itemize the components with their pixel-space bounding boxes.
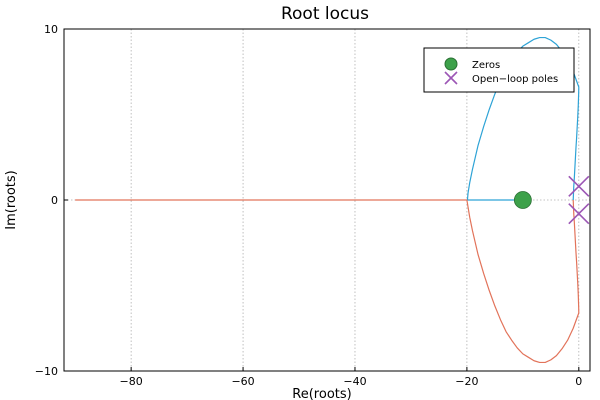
y-tick-label: −10 <box>35 365 58 378</box>
chart-title: Root locus <box>281 4 369 24</box>
x-tick-label: −40 <box>343 375 366 388</box>
legend-zeros-marker <box>444 57 458 71</box>
legend: Zeros Open−loop poles <box>423 47 575 93</box>
x-axis-label: Re(roots) <box>292 387 351 400</box>
legend-poles-marker <box>444 71 458 85</box>
legend-pole-cross <box>444 71 458 85</box>
zero-marker <box>513 191 532 209</box>
y-tick-label: 0 <box>51 194 58 207</box>
legend-poles-label: Open−loop poles <box>472 74 558 85</box>
x-tick-label: 0 <box>575 375 582 388</box>
y-tick-label: 10 <box>44 23 58 36</box>
x-tick-label: −20 <box>455 375 478 388</box>
marker-layer <box>513 175 590 225</box>
x-tick-label: −60 <box>231 375 254 388</box>
tick-labels: −80 −60 −40 −20 0 −10 0 10 <box>35 23 583 388</box>
pole-marker <box>568 175 590 197</box>
locus-branch-2 <box>75 199 580 364</box>
legend-zeros-label: Zeros <box>472 60 500 71</box>
locus-branch-1 <box>466 36 580 201</box>
x-tick-label: −80 <box>120 375 143 388</box>
series-layer <box>75 36 580 364</box>
axes <box>63 28 591 372</box>
legend-box <box>423 47 575 93</box>
pole-marker <box>568 203 590 225</box>
y-axis-label: Im(roots) <box>4 170 19 229</box>
